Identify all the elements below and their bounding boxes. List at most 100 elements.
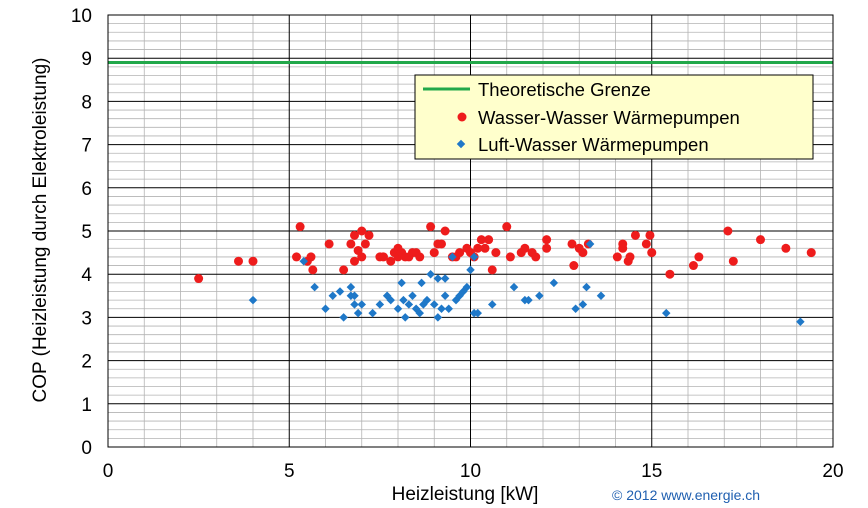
data-point-water-water xyxy=(487,265,497,275)
data-point-air-water xyxy=(524,295,533,305)
y-tick-label: 0 xyxy=(81,438,92,459)
y-tick-label: 9 xyxy=(81,49,92,70)
data-point-water-water xyxy=(520,243,530,253)
data-point-water-water xyxy=(641,239,651,249)
data-point-water-water xyxy=(694,252,704,262)
data-point-water-water xyxy=(665,269,675,279)
data-point-water-water xyxy=(429,248,439,258)
y-axis-title: COP (Heizleistung durch Elektroleistung) xyxy=(30,58,51,403)
legend: Theoretische Grenze Wasser-Wasser Wärmep… xyxy=(414,74,814,160)
x-tick-label: 0 xyxy=(103,461,114,482)
data-point-air-water xyxy=(393,304,403,314)
y-tick-label: 3 xyxy=(81,308,92,329)
data-point-air-water xyxy=(346,282,356,292)
data-point-air-water xyxy=(299,256,308,266)
data-point-air-water xyxy=(662,308,671,318)
data-point-air-water xyxy=(404,300,414,309)
data-point-water-water xyxy=(618,239,628,249)
data-point-air-water xyxy=(433,274,443,283)
data-point-air-water xyxy=(310,282,319,292)
copyright-credit: © 2012 www.energie.ch xyxy=(612,487,760,503)
x-axis-title: Heizleistung [kW] xyxy=(392,484,539,505)
data-point-air-water xyxy=(596,291,606,301)
data-point-air-water xyxy=(509,282,519,292)
data-point-air-water xyxy=(248,295,258,305)
data-point-water-water xyxy=(437,239,446,249)
data-point-water-water xyxy=(806,248,816,258)
data-point-air-water xyxy=(335,287,345,296)
y-tick-label: 4 xyxy=(81,265,92,286)
data-point-water-water xyxy=(781,243,791,253)
series-air-water xyxy=(248,239,805,326)
data-point-water-water xyxy=(306,252,316,262)
data-point-water-water xyxy=(324,239,334,249)
data-point-air-water xyxy=(535,291,544,301)
data-point-air-water xyxy=(368,308,377,318)
data-point-water-water xyxy=(480,243,490,253)
data-point-water-water xyxy=(473,243,483,253)
data-point-water-water xyxy=(292,252,301,262)
data-point-air-water xyxy=(582,282,591,292)
data-point-air-water xyxy=(350,291,359,301)
data-point-water-water xyxy=(426,222,436,232)
data-point-water-water xyxy=(357,252,367,262)
data-point-water-water xyxy=(415,252,425,262)
x-tick-label: 15 xyxy=(641,461,662,482)
data-point-water-water xyxy=(502,222,512,232)
data-point-water-water xyxy=(630,230,640,240)
data-point-air-water xyxy=(578,300,588,309)
data-point-water-water xyxy=(339,265,349,275)
data-point-air-water xyxy=(353,308,363,318)
data-point-air-water xyxy=(375,300,385,309)
data-point-air-water xyxy=(415,308,424,318)
data-point-air-water xyxy=(440,274,450,283)
y-tick-label: 7 xyxy=(81,136,92,157)
legend-label-water-water: Wasser-Wasser Wärmepumpen xyxy=(478,107,740,128)
data-point-air-water xyxy=(386,295,395,305)
data-point-water-water xyxy=(688,261,698,271)
data-point-water-water xyxy=(295,222,305,232)
data-point-air-water xyxy=(444,304,453,314)
data-point-water-water xyxy=(308,265,318,275)
data-point-water-water xyxy=(647,248,657,258)
data-point-air-water xyxy=(328,291,337,301)
data-point-air-water xyxy=(397,278,406,288)
x-tick-label: 10 xyxy=(460,461,481,482)
data-point-air-water xyxy=(408,291,417,301)
legend-key-water-water xyxy=(457,112,467,122)
data-point-water-water xyxy=(578,248,588,258)
legend-box xyxy=(414,74,814,160)
data-point-air-water xyxy=(339,313,348,322)
data-point-water-water xyxy=(357,226,367,236)
data-point-air-water xyxy=(437,304,446,314)
x-tick-label: 5 xyxy=(284,461,295,482)
x-tick-labels: 0 5 10 15 20 xyxy=(103,461,844,482)
y-tick-label: 5 xyxy=(81,222,92,243)
y-tick-labels: 0 1 2 3 4 5 6 7 8 9 10 xyxy=(71,6,93,459)
data-point-water-water xyxy=(756,235,765,245)
data-point-air-water xyxy=(426,269,435,279)
data-point-air-water xyxy=(571,304,580,314)
data-point-water-water xyxy=(723,226,733,236)
data-point-water-water xyxy=(569,261,579,271)
data-point-air-water xyxy=(488,300,497,309)
data-point-water-water xyxy=(350,230,359,240)
data-point-water-water xyxy=(612,252,622,262)
legend-label-theoretical-limit: Theoretische Grenze xyxy=(478,79,651,100)
plot-border xyxy=(107,14,834,448)
data-point-water-water xyxy=(542,243,552,253)
data-point-air-water xyxy=(549,278,559,288)
data-point-water-water xyxy=(567,239,577,249)
data-point-air-water xyxy=(796,317,805,326)
x-tick-label: 20 xyxy=(822,461,843,482)
y-tick-label: 2 xyxy=(81,352,92,373)
data-point-water-water xyxy=(346,239,356,249)
data-point-water-water xyxy=(491,248,501,258)
data-point-air-water xyxy=(433,313,443,322)
data-point-water-water xyxy=(350,256,359,266)
legend-label-air-water: Luft-Wasser Wärmepumpen xyxy=(478,134,709,155)
data-marks xyxy=(194,222,816,326)
data-point-air-water xyxy=(462,282,472,292)
y-tick-label: 1 xyxy=(81,395,92,416)
